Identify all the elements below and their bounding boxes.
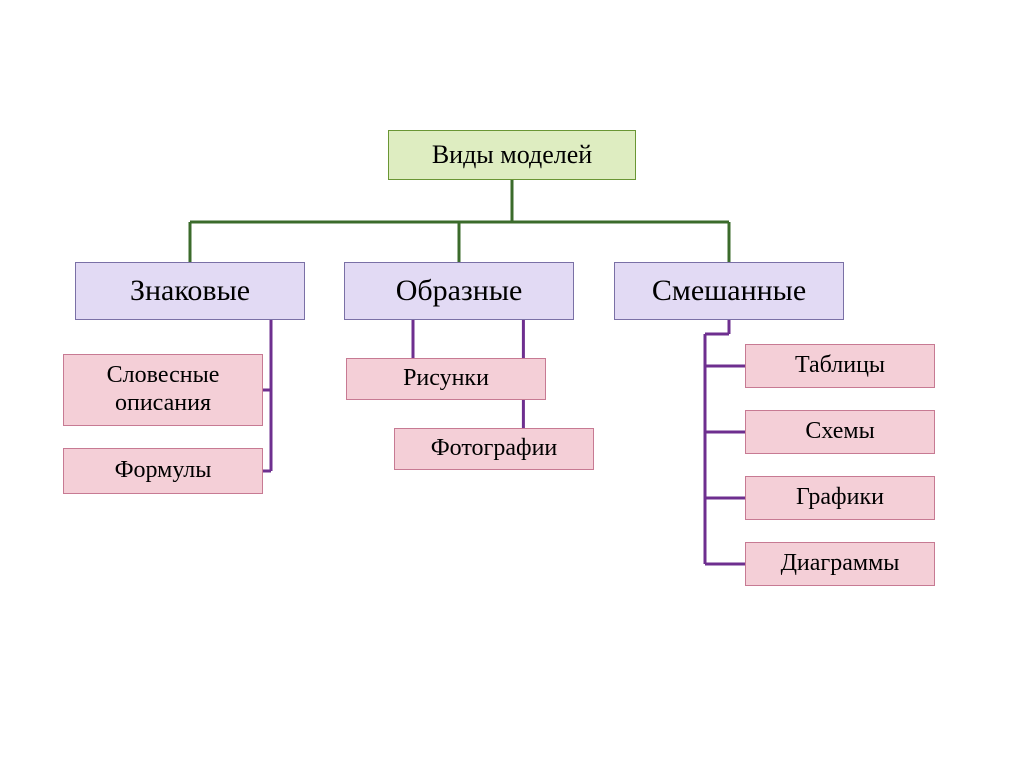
leaf-foto: Фотографии <box>394 428 594 470</box>
leaf-slovesnye: Словесные описания <box>63 354 263 426</box>
leaf-grafiki: Графики <box>745 476 935 520</box>
leaf-shemy: Схемы <box>745 410 935 454</box>
leaf-risunki: Рисунки <box>346 358 546 400</box>
leaf-diagrammy: Диаграммы <box>745 542 935 586</box>
category-obraz: Образные <box>344 262 574 320</box>
leaf-tablitsy: Таблицы <box>745 344 935 388</box>
category-znak: Знаковые <box>75 262 305 320</box>
leaf-formuly: Формулы <box>63 448 263 494</box>
diagram-stage: Виды моделей Знаковые Словесные описания… <box>0 0 1024 767</box>
category-smesh: Смешанные <box>614 262 844 320</box>
root-node: Виды моделей <box>388 130 636 180</box>
